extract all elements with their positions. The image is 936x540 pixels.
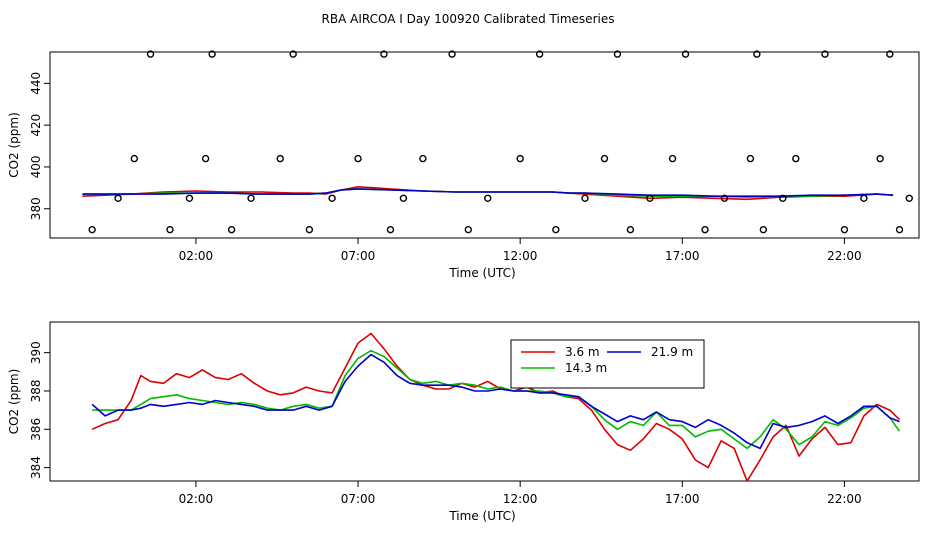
data-point bbox=[552, 225, 560, 234]
data-point bbox=[227, 225, 236, 234]
plot-frame bbox=[49, 321, 920, 482]
data-point bbox=[464, 225, 472, 234]
plot-frame bbox=[49, 51, 920, 239]
data-point bbox=[276, 154, 284, 163]
y-tick-label: 420 bbox=[29, 114, 43, 137]
series-line bbox=[91, 332, 901, 481]
data-point bbox=[779, 194, 787, 202]
data-point bbox=[201, 154, 210, 163]
data-point bbox=[380, 50, 388, 58]
data-point bbox=[247, 194, 255, 202]
series-line bbox=[82, 188, 894, 197]
data-point bbox=[354, 154, 362, 163]
data-point bbox=[208, 50, 216, 58]
data-point bbox=[840, 225, 849, 234]
data-point bbox=[746, 154, 755, 163]
y-axis-label: CO2 (ppm) bbox=[7, 112, 21, 178]
y-tick-label: 380 bbox=[29, 197, 43, 220]
y-tick-label: 400 bbox=[29, 155, 43, 178]
x-tick-label: 22:00 bbox=[827, 249, 862, 263]
data-point bbox=[860, 194, 868, 202]
x-axis-label: Time (UTC) bbox=[448, 266, 515, 280]
data-point bbox=[759, 225, 768, 234]
data-point bbox=[821, 50, 829, 58]
legend: 3.6 m 14.3 m 21.9 m bbox=[510, 339, 705, 389]
data-point bbox=[753, 50, 761, 58]
data-point bbox=[146, 50, 155, 58]
data-point bbox=[792, 154, 800, 163]
legend-entry: 21.9 m bbox=[651, 345, 693, 359]
x-tick-label: 17:00 bbox=[665, 492, 700, 506]
x-tick-label: 02:00 bbox=[179, 492, 214, 506]
y-tick-label: 386 bbox=[29, 418, 43, 441]
data-point bbox=[289, 50, 297, 58]
data-point bbox=[535, 50, 544, 58]
data-point bbox=[581, 194, 589, 202]
x-tick-label: 12:00 bbox=[503, 492, 538, 506]
data-point bbox=[185, 194, 194, 202]
data-point bbox=[88, 225, 96, 234]
data-point bbox=[328, 194, 336, 202]
data-point bbox=[600, 154, 609, 163]
x-tick-label: 22:00 bbox=[827, 492, 862, 506]
y-tick-label: 390 bbox=[29, 341, 43, 364]
y-tick-label: 384 bbox=[29, 456, 43, 479]
data-point bbox=[166, 225, 174, 234]
data-point bbox=[130, 154, 139, 163]
x-tick-label: 02:00 bbox=[179, 249, 214, 263]
data-point bbox=[668, 154, 677, 163]
legend-entry: 3.6 m bbox=[565, 345, 600, 359]
data-point bbox=[386, 225, 395, 234]
series-line bbox=[92, 349, 901, 450]
data-point bbox=[305, 225, 314, 234]
data-point bbox=[626, 225, 635, 234]
data-point bbox=[681, 50, 690, 58]
data-point bbox=[720, 194, 729, 202]
data-point bbox=[646, 194, 654, 202]
data-point bbox=[613, 50, 622, 58]
data-point bbox=[448, 50, 456, 58]
data-point bbox=[905, 194, 913, 202]
data-point bbox=[419, 154, 427, 163]
data-point bbox=[886, 50, 894, 58]
chart-title: RBA AIRCOA I Day 100920 Calibrated Times… bbox=[322, 12, 615, 26]
y-tick-label: 388 bbox=[29, 380, 43, 403]
x-tick-label: 12:00 bbox=[503, 249, 538, 263]
data-point bbox=[114, 194, 122, 202]
data-point bbox=[516, 154, 524, 163]
y-tick-label: 440 bbox=[29, 72, 43, 95]
series-line bbox=[91, 353, 900, 450]
legend-entry: 14.3 m bbox=[565, 361, 607, 375]
panel-top: 02:00 07:00 12:00 17:00 22:00 Time (UTC) 380 40… bbox=[7, 50, 920, 280]
x-tick-label: 17:00 bbox=[665, 249, 700, 263]
data-point bbox=[701, 225, 709, 234]
data-point bbox=[876, 154, 884, 163]
data-point bbox=[484, 194, 492, 202]
legend-box bbox=[510, 339, 705, 389]
data-point bbox=[399, 194, 408, 202]
panel-bottom: 02:00 07:00 12:00 17:00 22:00 Time (UTC) 384 38… bbox=[7, 321, 920, 523]
x-tick-label: 07:00 bbox=[341, 492, 376, 506]
data-point bbox=[895, 225, 904, 234]
x-axis-label: Time (UTC) bbox=[448, 509, 515, 523]
x-tick-label: 07:00 bbox=[341, 249, 376, 263]
y-axis-label: CO2 (ppm) bbox=[7, 369, 21, 435]
